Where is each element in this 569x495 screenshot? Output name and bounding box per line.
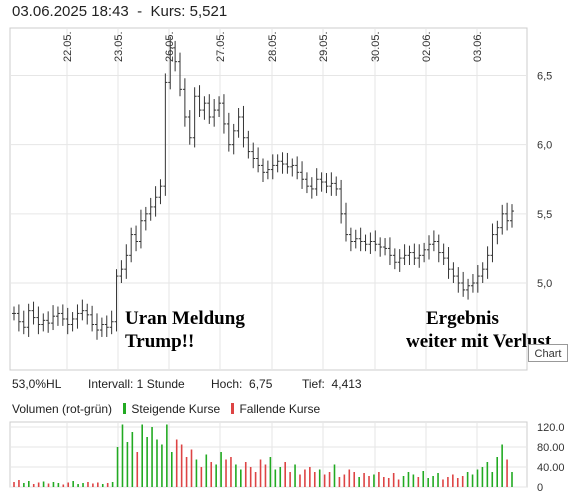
x-tick-label: 29.05. xyxy=(318,31,330,62)
x-tick-label: 22.05. xyxy=(62,31,74,62)
volume-plot-frame xyxy=(9,421,528,488)
volume-y-tick-label: 0 xyxy=(537,482,543,494)
header-price: Kurs: 5,521 xyxy=(150,3,228,20)
volume-legend: Volumen (rot-grün) Steigende Kurse Falle… xyxy=(12,402,320,416)
chart-header: 03.06.2025 18:43 - Kurs: 5,521 xyxy=(12,3,227,20)
stat-interval: Intervall: 1 Stunde xyxy=(88,377,185,391)
chart-button[interactable]: Chart xyxy=(528,344,568,362)
y-tick-label: 5,5 xyxy=(537,209,552,221)
y-tick-label: 6,0 xyxy=(537,140,552,152)
stat-high: Hoch: 6,75 xyxy=(211,377,273,391)
annotation-left-line1: Uran Meldung xyxy=(125,308,245,329)
x-tick-label: 27.05. xyxy=(215,31,227,62)
y-tick-label: 6,5 xyxy=(537,71,552,83)
volume-y-tick-label: 40.00 xyxy=(537,462,565,474)
x-tick-label: 02.06. xyxy=(421,31,433,62)
volume-y-tick-label: 120.0 xyxy=(537,422,565,434)
annotation-left: Uran Meldung Trump!! xyxy=(125,307,245,353)
x-tick-label: 03.06. xyxy=(472,31,484,62)
y-tick-label: 5,0 xyxy=(537,278,552,290)
volume-legend-rising: Steigende Kurse xyxy=(131,402,221,416)
annotation-left-line2: Trump!! xyxy=(125,331,195,352)
volume-y-tick-label: 80.00 xyxy=(537,442,565,454)
stat-hl: 53,0%HL xyxy=(12,377,62,391)
rising-swatch xyxy=(123,403,127,414)
volume-legend-falling: Fallende Kurse xyxy=(239,402,321,416)
stat-low: Tief: 4,413 xyxy=(302,377,362,391)
header-separator: - xyxy=(137,3,143,20)
falling-swatch xyxy=(231,403,235,414)
header-date: 03.06.2025 18:43 xyxy=(12,3,129,20)
x-tick-label: 23.05. xyxy=(113,31,125,62)
x-tick-label: 30.05. xyxy=(370,31,382,62)
annotation-right-line1: Ergebnis xyxy=(426,308,499,329)
x-tick-label: 28.05. xyxy=(267,31,279,62)
volume-legend-title: Volumen (rot-grün) xyxy=(12,402,113,416)
price-plot-frame xyxy=(9,27,528,371)
